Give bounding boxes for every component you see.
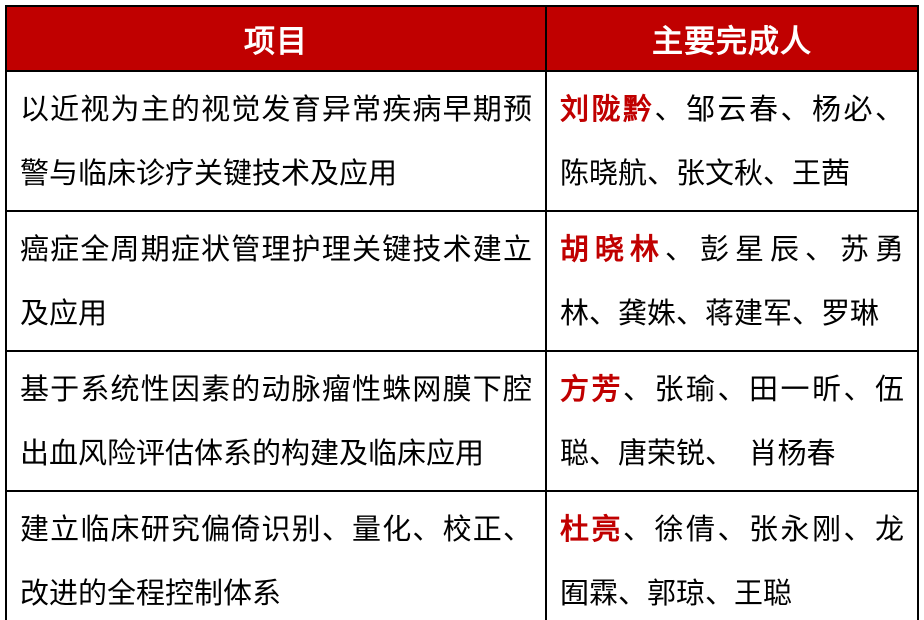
lead-name: 胡晓林 — [560, 234, 665, 266]
people-list: 杜亮、徐倩、张永刚、龙囿霖、郭琼、王聪 — [545, 490, 919, 620]
table-row: 以近视为主的视觉发育异常疾病早期预警与临床诊疗关键技术及应用 刘陇黔、邹云春、杨… — [5, 70, 919, 212]
table-row: 癌症全周期症状管理护理关键技术建立及应用 胡晓林、彭星辰、苏勇林、龚姝、蒋建军、… — [5, 210, 919, 352]
project-title: 癌症全周期症状管理护理关键技术建立及应用 — [5, 210, 547, 352]
project-title: 基于系统性因素的动脉瘤性蛛网膜下腔出血风险评估体系的构建及临床应用 — [5, 350, 547, 492]
header-row: 项目 主要完成人 — [5, 5, 919, 72]
other-names: 、邹云春、杨必、陈晓航、张文秋、王茜 — [560, 94, 904, 190]
lead-name: 刘陇黔 — [560, 94, 655, 126]
people-list: 方芳、张瑜、田一昕、伍聪、唐荣锐、 肖杨春 — [545, 350, 919, 492]
other-names: 、张瑜、田一昕、伍聪、唐荣锐、 肖杨春 — [560, 374, 904, 470]
lead-name: 方芳 — [560, 374, 623, 406]
people-list: 刘陇黔、邹云春、杨必、陈晓航、张文秋、王茜 — [545, 70, 919, 212]
column-header-people: 主要完成人 — [545, 5, 919, 72]
lead-name: 杜亮 — [560, 514, 623, 546]
column-header-project: 项目 — [5, 5, 547, 72]
other-names: 、徐倩、张永刚、龙囿霖、郭琼、王聪 — [560, 514, 904, 610]
people-list: 胡晓林、彭星辰、苏勇林、龚姝、蒋建军、罗琳 — [545, 210, 919, 352]
table-row: 建立临床研究偏倚识别、量化、校正、改进的全程控制体系 杜亮、徐倩、张永刚、龙囿霖… — [5, 490, 919, 620]
table-row: 基于系统性因素的动脉瘤性蛛网膜下腔出血风险评估体系的构建及临床应用 方芳、张瑜、… — [5, 350, 919, 492]
awards-table: 项目 主要完成人 以近视为主的视觉发育异常疾病早期预警与临床诊疗关键技术及应用 … — [5, 5, 919, 620]
project-title: 建立临床研究偏倚识别、量化、校正、改进的全程控制体系 — [5, 490, 547, 620]
project-title: 以近视为主的视觉发育异常疾病早期预警与临床诊疗关键技术及应用 — [5, 70, 547, 212]
other-names: 、彭星辰、苏勇林、龚姝、蒋建军、罗琳 — [560, 234, 904, 330]
